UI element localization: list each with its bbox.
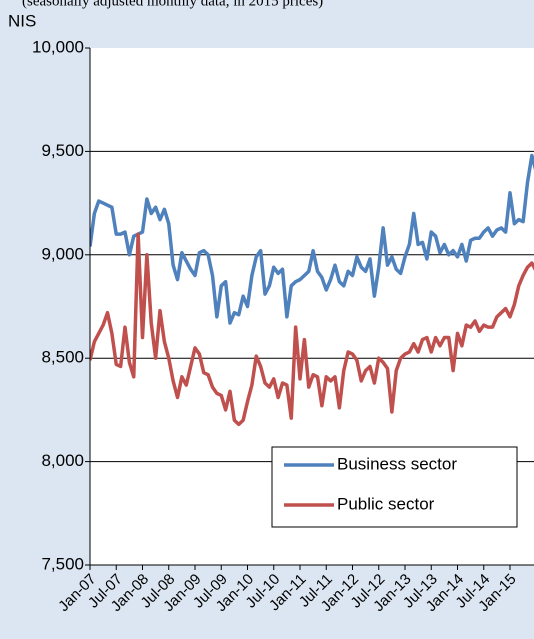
y-tick-label: 8,500 xyxy=(41,348,84,367)
y-tick-label: 7,500 xyxy=(41,554,84,573)
y-tick-label: 9,500 xyxy=(41,141,84,160)
series-line xyxy=(90,153,534,325)
legend-label: Public sector xyxy=(337,494,435,513)
legend-box xyxy=(271,446,518,528)
y-tick-label: 9,000 xyxy=(41,244,84,263)
series-line xyxy=(90,232,534,427)
legend-label: Business sector xyxy=(337,454,457,473)
y-axis-label: NIS xyxy=(8,11,36,30)
y-tick-label: 8,000 xyxy=(41,451,84,470)
lines xyxy=(90,153,534,427)
y-tick-label: 10,000 xyxy=(32,37,84,56)
chart-title: (seasonally adjusted monthly data, in 20… xyxy=(22,0,323,9)
legend: Business sector Public sector xyxy=(271,446,518,528)
